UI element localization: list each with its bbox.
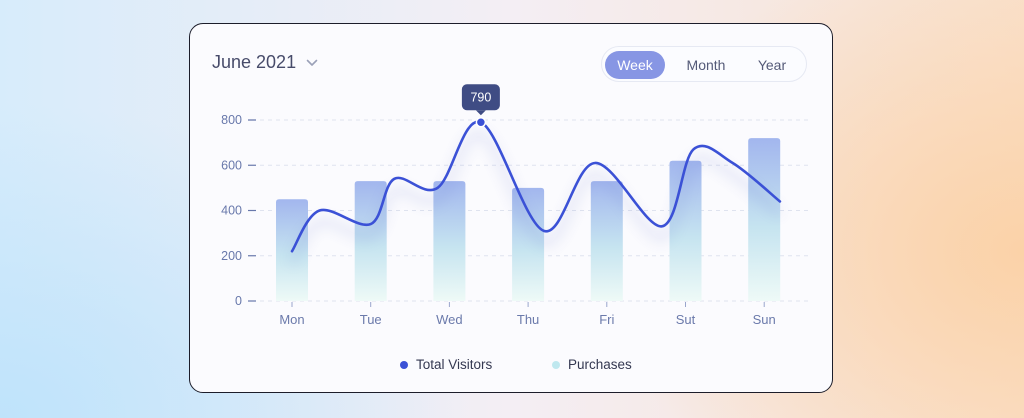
bar-wed — [433, 181, 466, 301]
y-tick-label: 800 — [221, 113, 242, 127]
chart-plot: 0 200 400 600 800 Mon Tue Wed Thu Fri Sut Sun 790 — [221, 84, 812, 327]
peak-marker — [475, 117, 487, 128]
tab-month[interactable]: Month — [686, 57, 726, 73]
legend-purchases-label: Purchases — [568, 357, 632, 372]
tab-week[interactable]: Week — [605, 51, 665, 79]
legend-item-visitors: Total Visitors — [400, 357, 492, 372]
x-tick-label: Sut — [676, 312, 696, 327]
legend-purchases-marker — [552, 360, 560, 369]
y-tick-label: 600 — [221, 158, 242, 172]
chart-card: June 2021 Week Month Year 0 200 400 600 800 … — [189, 23, 833, 393]
x-tick-label: Mon — [279, 312, 304, 327]
tooltip-box — [461, 84, 500, 111]
x-tick-label: Wed — [436, 312, 463, 327]
legend-visitors-label: Total Visitors — [416, 357, 493, 372]
y-tick-label: 400 — [221, 204, 242, 218]
x-tick-label: Thu — [517, 312, 539, 327]
y-tick-label: 0 — [235, 294, 242, 308]
x-tick-label: Fri — [599, 312, 614, 327]
x-tick-label: Tue — [360, 312, 382, 327]
visitors-line-shadow — [290, 131, 782, 265]
period-toggle: Week Month Year — [601, 46, 807, 82]
visitors-line — [290, 120, 782, 253]
bar-fri — [590, 181, 623, 301]
bar-thu — [512, 187, 545, 301]
month-label: June 2021 — [212, 52, 297, 72]
legend-visitors-marker — [400, 360, 408, 369]
x-tick-label: Sun — [753, 312, 776, 327]
y-tick-label: 200 — [221, 249, 242, 263]
bar-tue — [354, 181, 387, 301]
chevron-down-icon — [306, 59, 318, 67]
tab-year[interactable]: Year — [757, 57, 787, 73]
legend-item-purchases: Purchases — [552, 357, 632, 372]
tooltip-value: 790 — [470, 90, 491, 104]
bar-sun — [748, 138, 781, 301]
month-selector[interactable]: June 2021 — [212, 52, 318, 73]
tooltip-pointer — [475, 110, 486, 116]
